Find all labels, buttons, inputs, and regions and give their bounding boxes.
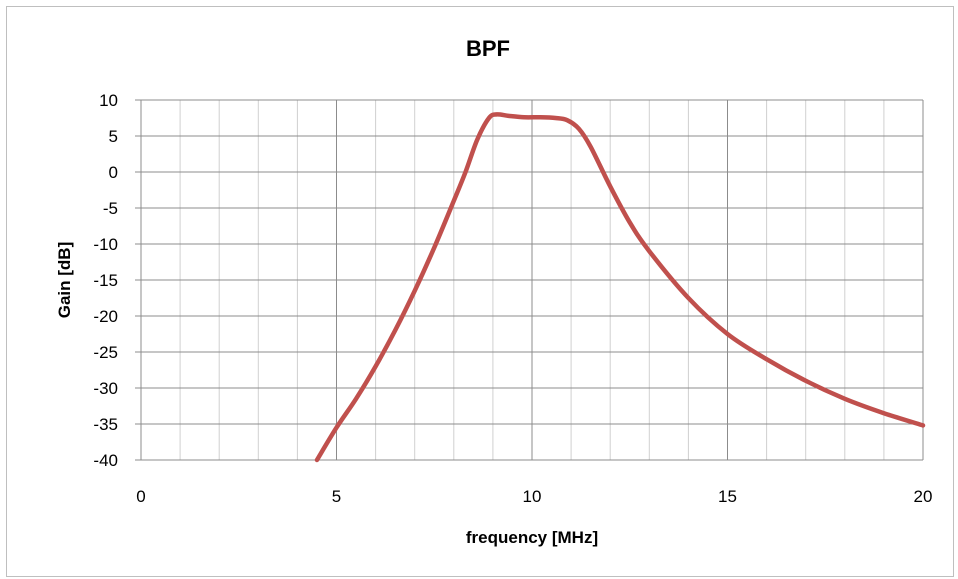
y-tick-label: -25 (93, 343, 118, 362)
y-axis-label: Gain [dB] (55, 242, 74, 319)
y-tick-label: -40 (93, 451, 118, 470)
y-tick-label: -30 (93, 379, 118, 398)
y-tick-label: -15 (93, 271, 118, 290)
x-tick-label: 20 (914, 487, 933, 506)
y-tick-label: -5 (103, 199, 118, 218)
y-tick-label: -10 (93, 235, 118, 254)
series-line (314, 112, 926, 463)
y-tick-label: -35 (93, 415, 118, 434)
y-tick-label: 10 (99, 91, 118, 110)
x-tick-label: 0 (136, 487, 145, 506)
x-tick-label: 15 (718, 487, 737, 506)
y-tick-label: 5 (109, 127, 118, 146)
y-tick-labels: 10 5 0 -5 -10 -15 -20 -25 -30 -35 -40 (93, 91, 118, 470)
x-tick-label: 5 (332, 487, 341, 506)
x-tick-label: 10 (523, 487, 542, 506)
x-tick-labels: 0 5 10 15 20 (136, 487, 932, 506)
chart-frame (6, 6, 954, 577)
grid (135, 99, 924, 461)
chart-title: BPF (466, 36, 510, 61)
y-tick-label: -20 (93, 307, 118, 326)
x-axis-label: frequency [MHz] (466, 528, 598, 547)
y-tick-label: 0 (109, 163, 118, 182)
series-group (314, 112, 926, 463)
